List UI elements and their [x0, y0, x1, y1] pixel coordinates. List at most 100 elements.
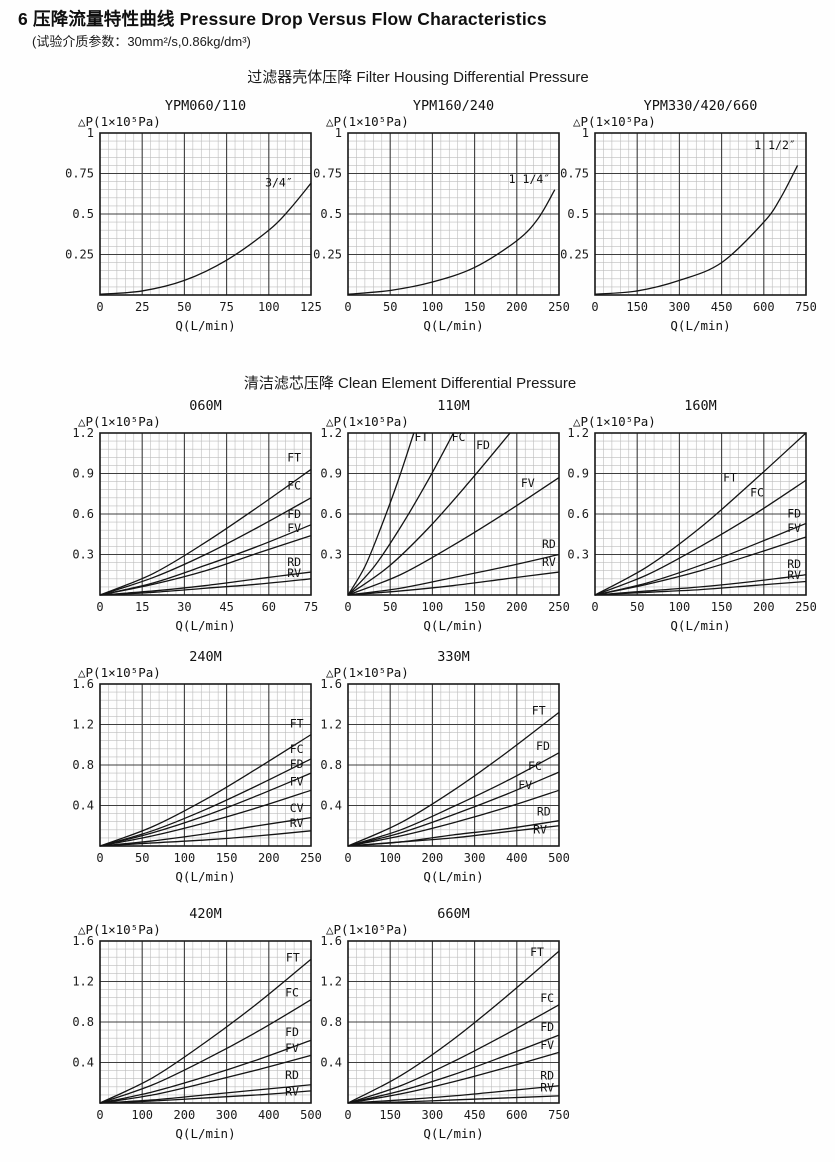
x-axis-label: Q(L/min): [670, 318, 730, 333]
y-tick-label: 0.8: [72, 758, 94, 772]
series-FV: [99, 789, 312, 847]
y-tick-label: 1.6: [72, 934, 94, 948]
y-tick-label: 0.8: [72, 1015, 94, 1029]
chart-title: YPM330/420/660: [644, 98, 758, 114]
series-FD: [347, 752, 560, 847]
chart-title: 160M: [684, 398, 717, 414]
x-tick-label: 0: [344, 851, 351, 865]
series-label: FT: [286, 950, 300, 964]
series-label: FT: [287, 450, 301, 464]
y-tick-label: 0.25: [560, 248, 589, 262]
series-FC: [347, 771, 560, 847]
plot-frame: [99, 940, 312, 1104]
y-axis-label: △P(1×10⁵Pa): [78, 114, 161, 129]
chart-title: YPM060/110: [165, 98, 246, 114]
x-tick-label: 0: [96, 851, 103, 865]
chart-title: 660M: [437, 906, 470, 922]
series-label: FC: [452, 430, 466, 444]
y-tick-label: 0.3: [320, 548, 342, 562]
series-FD: [99, 524, 312, 596]
series-FV: [347, 1051, 560, 1104]
y-axis-label: △P(1×10⁵Pa): [78, 665, 161, 680]
x-axis-label: Q(L/min): [423, 318, 483, 333]
x-tick-label: 0: [591, 300, 598, 314]
x-tick-label: 750: [548, 1108, 570, 1122]
series-label: FC: [285, 986, 299, 1000]
series-FT: [99, 958, 312, 1104]
x-tick-label: 750: [795, 300, 817, 314]
series-label: FT: [415, 430, 429, 444]
y-tick-label: 0.4: [320, 1056, 342, 1070]
series-label: FV: [287, 521, 301, 535]
chart-240m: 240M △P(1×10⁵Pa) FT FC FD FV CV RV 0 50 100 150 20…: [60, 646, 330, 894]
y-tick-label: 1.2: [320, 718, 342, 732]
x-tick-label: 100: [422, 600, 444, 614]
x-tick-label: 250: [548, 300, 570, 314]
series-FT: [347, 950, 560, 1104]
series-FC: [347, 432, 455, 596]
chart-ypm060-110: YPM060/110 △P(1×10⁵Pa) 3/4″ 0 25 50 75 100 125…: [60, 95, 330, 343]
x-tick-label: 150: [711, 600, 733, 614]
series-RV: [99, 578, 312, 596]
x-tick-label: 50: [383, 600, 397, 614]
x-tick-label: 100: [379, 851, 401, 865]
y-tick-label: 0.4: [72, 1056, 94, 1070]
chart-title: 330M: [437, 649, 470, 665]
series-CV: [99, 817, 312, 847]
x-tick-label: 50: [135, 851, 149, 865]
x-tick-label: 150: [379, 1108, 401, 1122]
x-tick-label: 200: [422, 851, 444, 865]
page-title: 6 压降流量特性曲线 Pressure Drop Versus Flow Cha…: [18, 9, 547, 29]
y-axis-label: △P(1×10⁵Pa): [326, 922, 409, 937]
series-label: RD: [285, 1068, 299, 1082]
x-tick-label: 200: [506, 600, 528, 614]
y-tick-label: 1.2: [72, 975, 94, 989]
series-label: FV: [787, 521, 801, 535]
x-tick-label: 150: [464, 300, 486, 314]
plot-frame: [347, 683, 560, 847]
chart-title: 110M: [437, 398, 470, 414]
chart-title: 240M: [189, 649, 222, 665]
y-tick-label: 0.75: [560, 167, 589, 181]
x-tick-label: 600: [506, 1108, 528, 1122]
x-tick-label: 250: [795, 600, 817, 614]
series-label: FV: [540, 1038, 554, 1052]
series-label: RV: [290, 816, 304, 830]
section-header-housing: 过滤器壳体压降 Filter Housing Differential Pres…: [247, 69, 589, 86]
x-tick-label: 0: [344, 300, 351, 314]
x-tick-label: 25: [135, 300, 149, 314]
chart-canvas: 110M △P(1×10⁵Pa) FT FC FD FV RD RV 0 50 100 150 20…: [320, 398, 570, 633]
series-RV: [347, 571, 560, 596]
x-axis-label: Q(L/min): [670, 618, 730, 633]
y-tick-label: 0.5: [72, 207, 94, 221]
series-label: FC: [528, 759, 542, 773]
chart-canvas: YPM060/110 △P(1×10⁵Pa) 3/4″ 0 25 50 75 100 125…: [65, 98, 322, 333]
series-label: RV: [787, 568, 801, 582]
series-1 1/2″: [594, 165, 799, 295]
x-tick-label: 500: [548, 851, 570, 865]
plot-frame: [347, 940, 560, 1104]
x-tick-label: 75: [219, 300, 233, 314]
y-axis-label: △P(1×10⁵Pa): [326, 665, 409, 680]
x-tick-label: 50: [383, 300, 397, 314]
x-tick-label: 100: [422, 300, 444, 314]
y-tick-label: 1.2: [320, 975, 342, 989]
series-FV: [99, 534, 312, 596]
chart-title: YPM160/240: [413, 98, 494, 114]
series-label: 1 1/2″: [754, 138, 796, 152]
series-label: CV: [290, 801, 304, 815]
series-RV: [99, 830, 312, 847]
series-label: FT: [290, 717, 304, 731]
y-tick-label: 0.25: [65, 248, 94, 262]
y-axis-label: △P(1×10⁵Pa): [78, 922, 161, 937]
series-label: FD: [285, 1025, 299, 1039]
x-tick-label: 0: [96, 1108, 103, 1122]
x-tick-label: 300: [422, 1108, 444, 1122]
series-RD: [99, 571, 312, 596]
y-tick-label: 0.3: [72, 548, 94, 562]
x-axis-label: Q(L/min): [175, 1126, 235, 1141]
y-axis-label: △P(1×10⁵Pa): [326, 114, 409, 129]
series-RD: [347, 1085, 560, 1104]
